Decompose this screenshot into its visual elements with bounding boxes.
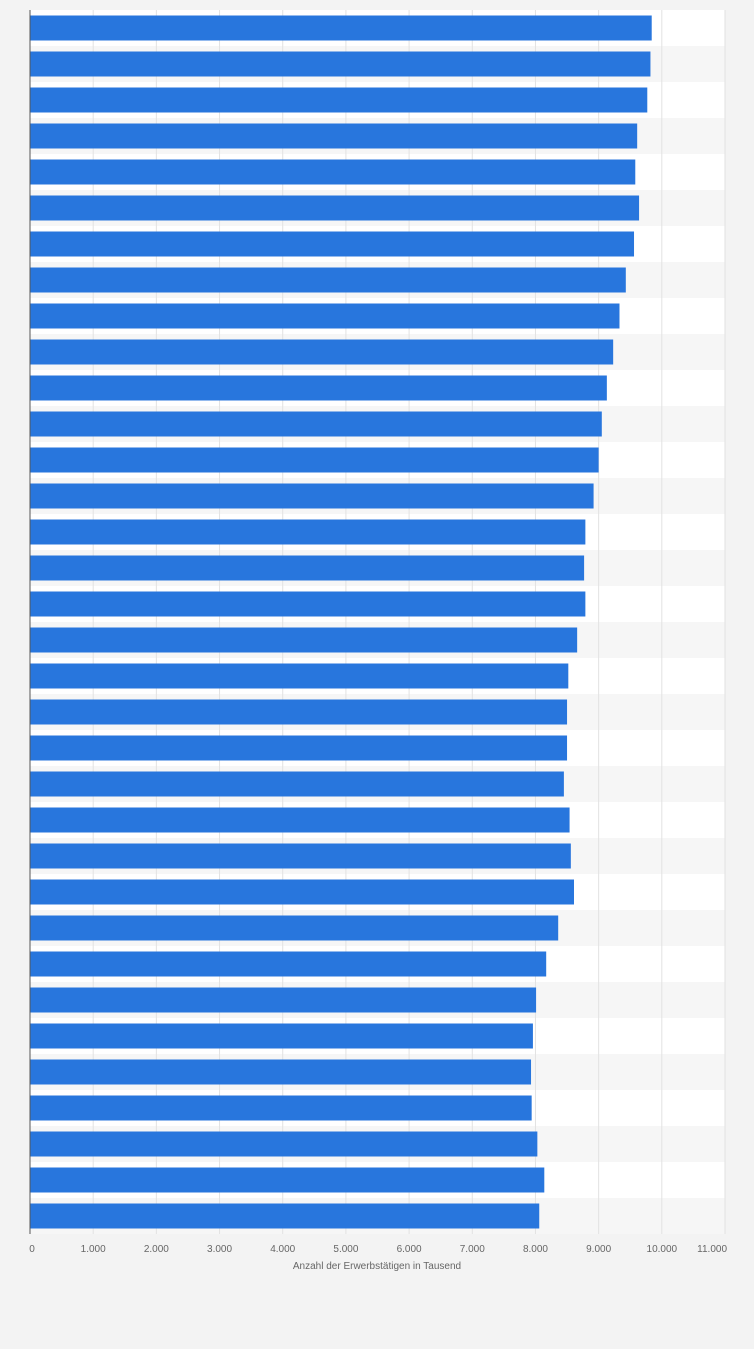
bar[interactable] xyxy=(30,555,585,581)
bar[interactable] xyxy=(30,807,570,833)
bar[interactable] xyxy=(30,303,620,329)
bar[interactable] xyxy=(30,375,607,401)
bar[interactable] xyxy=(30,879,574,905)
bar[interactable] xyxy=(30,483,594,509)
x-tick-label: 11.000 xyxy=(697,1244,727,1255)
x-tick-labels: 0 1.000 2.000 3.000 4.000 5.000 6.000 7.000 8.00… xyxy=(29,1244,727,1255)
x-tick-label: 2.000 xyxy=(144,1244,169,1255)
x-tick-label: 6.000 xyxy=(397,1244,422,1255)
x-axis-title: Anzahl der Erwerbstätigen in Tausend xyxy=(293,1261,461,1272)
bar[interactable] xyxy=(30,195,640,221)
bar[interactable] xyxy=(30,987,537,1013)
x-tick-label: 0 xyxy=(29,1244,35,1255)
x-tick-label: 1.000 xyxy=(81,1244,106,1255)
bar[interactable] xyxy=(30,1167,545,1193)
x-tick-label: 9.000 xyxy=(586,1244,611,1255)
bar[interactable] xyxy=(30,123,638,149)
bar[interactable] xyxy=(30,591,586,617)
bar-chart: 0 1.000 2.000 3.000 4.000 5.000 6.000 7.000 8.00… xyxy=(29,10,727,1272)
bar[interactable] xyxy=(30,15,652,41)
x-tick-label: 4.000 xyxy=(270,1244,295,1255)
row-bands xyxy=(30,10,725,1234)
bars xyxy=(30,15,652,1229)
bar[interactable] xyxy=(30,231,635,257)
bar[interactable] xyxy=(30,267,626,293)
bar[interactable] xyxy=(30,1095,532,1121)
bar[interactable] xyxy=(30,1023,533,1049)
bar[interactable] xyxy=(30,735,568,761)
x-tick-label: 8.000 xyxy=(523,1244,548,1255)
x-tick-label: 7.000 xyxy=(460,1244,485,1255)
bar[interactable] xyxy=(30,663,569,689)
x-tick-label: 3.000 xyxy=(207,1244,232,1255)
bar[interactable] xyxy=(30,159,636,185)
bar[interactable] xyxy=(30,1059,532,1085)
bar[interactable] xyxy=(30,1203,540,1229)
bar[interactable] xyxy=(30,339,614,365)
bar[interactable] xyxy=(30,699,568,725)
x-tick-label: 5.000 xyxy=(333,1244,358,1255)
bar[interactable] xyxy=(30,915,559,941)
bar[interactable] xyxy=(30,411,602,437)
bar[interactable] xyxy=(30,627,578,653)
bar[interactable] xyxy=(30,1131,538,1157)
bar[interactable] xyxy=(30,447,599,473)
x-tick-label: 10.000 xyxy=(647,1244,678,1255)
bar[interactable] xyxy=(30,843,571,869)
bar[interactable] xyxy=(30,519,586,545)
bar[interactable] xyxy=(30,951,547,977)
bar[interactable] xyxy=(30,87,648,113)
bar[interactable] xyxy=(30,51,651,77)
bar[interactable] xyxy=(30,771,564,797)
